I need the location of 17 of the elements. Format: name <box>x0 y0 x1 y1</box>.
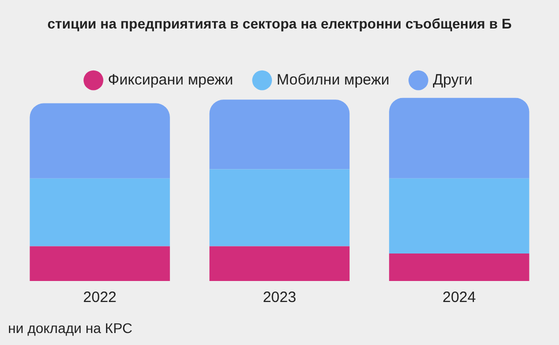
bar <box>30 103 170 178</box>
bar <box>389 178 530 254</box>
chart-title: стиции на предприятията в сектора на електронни съобщения в Б <box>47 15 512 32</box>
legend-label: Мобилни мрежи <box>276 71 390 88</box>
bar <box>209 169 350 246</box>
bar <box>389 254 530 281</box>
x-tick-label: 2024 <box>442 289 476 306</box>
bar <box>389 98 530 178</box>
x-tick-label: 2022 <box>83 289 117 306</box>
text: ни доклади на КРС <box>8 320 132 336</box>
bar <box>30 178 170 246</box>
bar <box>30 246 170 281</box>
x-tick-label: 2023 <box>262 289 296 306</box>
legend-label: Други <box>432 71 473 88</box>
legend-label: Фиксирани мрежи <box>108 71 234 88</box>
bar <box>209 246 350 281</box>
bar <box>209 100 350 170</box>
